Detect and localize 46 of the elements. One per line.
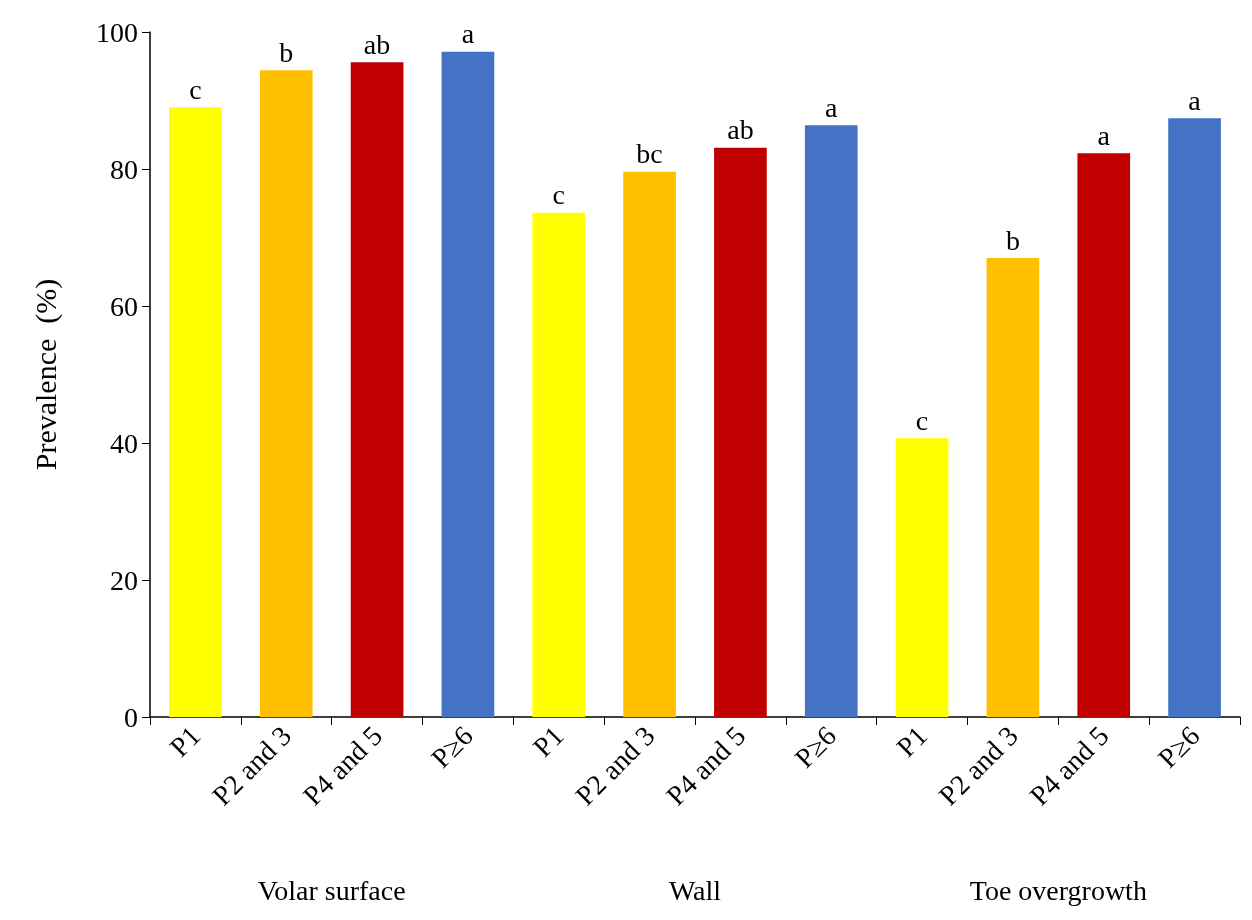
text: Wall [668,874,722,906]
bar [1077,153,1131,717]
data-label: a [1188,84,1202,116]
y-tick-label: 0 [124,701,138,733]
data-label: ab [727,114,754,146]
y-tick-label: 40 [110,427,138,459]
data-label: ab [363,28,391,60]
data-label: c [189,73,202,105]
x-tick-label: P4 and 5 [1023,720,1115,812]
bar [169,107,222,717]
data-label: a [1097,119,1111,151]
data-label: a [825,91,839,123]
text: Toe overgrowth [969,874,1147,906]
bar [259,70,313,717]
x-tick-label: P4 and 5 [296,720,389,812]
bar [986,258,1040,717]
data-label: b [279,36,294,68]
bar [441,51,495,717]
y-axis-title: Prevalence (%) [28,278,63,471]
bar [350,62,404,717]
bar [895,438,949,717]
bar [714,147,767,717]
x-tick-label: P1 [163,720,207,763]
x-tick-label: P2 and 3 [569,720,661,812]
x-tick-label: P≥6 [788,720,843,774]
x-tick-label: P≥6 [1151,720,1206,774]
x-tick-label: P1 [526,720,570,763]
x-tick-label: P2 and 3 [206,720,298,812]
y-tick-label: 80 [110,153,138,185]
text: Volar surface [257,874,406,906]
data-label: a [461,18,475,50]
data-label: bc [636,138,663,170]
x-tick-label: P1 [890,720,934,763]
y-tick-label: 20 [110,564,138,596]
y-tick-label: 60 [110,290,138,322]
bar [1168,118,1221,717]
x-tick-label: P≥6 [425,720,479,774]
x-tick-label: P2 and 3 [932,720,1024,812]
data-label: c [915,404,929,436]
bar [532,212,586,717]
data-label: b [1005,224,1020,256]
data-label: c [552,179,565,211]
bar [623,171,676,717]
y-tick-label: 100 [96,16,138,48]
x-tick-label: P4 and 5 [660,720,752,812]
bar [804,125,858,717]
